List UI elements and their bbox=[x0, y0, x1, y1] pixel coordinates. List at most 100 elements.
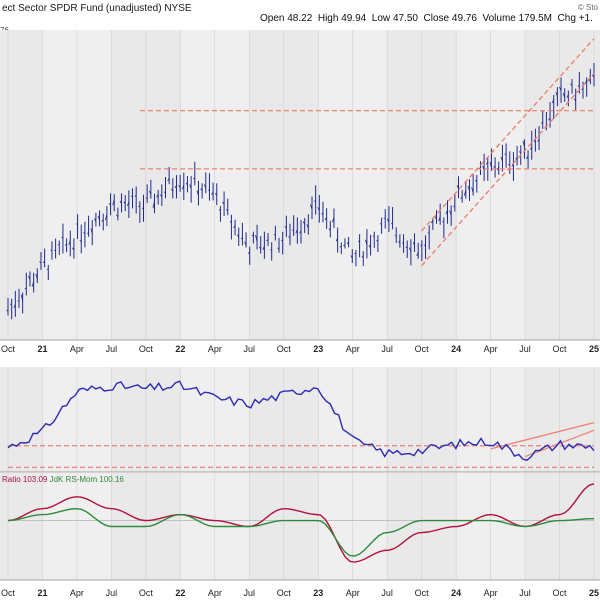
price-tick bbox=[35, 273, 38, 280]
price-tick bbox=[533, 140, 536, 143]
price-tick bbox=[555, 91, 558, 97]
price-tick bbox=[581, 88, 584, 90]
channel-line bbox=[421, 38, 595, 232]
price-tick bbox=[387, 218, 390, 223]
open-value: 48.22 bbox=[287, 13, 313, 24]
price-tick bbox=[20, 294, 24, 301]
price-tick bbox=[328, 228, 331, 231]
x-tick-label: 25 bbox=[589, 588, 599, 598]
price-tick bbox=[420, 244, 423, 247]
price-tick bbox=[79, 239, 82, 243]
price-tick bbox=[112, 199, 115, 206]
price-tick bbox=[445, 209, 448, 215]
price-tick bbox=[170, 188, 174, 192]
fund-name: ect Sector SPDR Fund (unadjusted) bbox=[2, 3, 162, 14]
x-tick-label: Jul bbox=[106, 344, 118, 354]
price-tick bbox=[332, 216, 335, 223]
x-tick-label: Jul bbox=[244, 344, 256, 354]
price-tick bbox=[200, 188, 203, 192]
price-tick bbox=[592, 74, 595, 78]
rs-channel-line bbox=[524, 429, 595, 458]
exchange-label: NYSE bbox=[164, 3, 192, 14]
x-tick-label: Apr bbox=[484, 588, 498, 598]
price-tick bbox=[471, 187, 474, 194]
price-tick bbox=[83, 231, 86, 234]
high-value: 49.94 bbox=[341, 13, 367, 24]
chg-label: Chg bbox=[557, 13, 576, 24]
price-tick bbox=[233, 225, 236, 228]
price-tick bbox=[361, 255, 364, 258]
price-tick bbox=[482, 165, 485, 171]
x-tick-label: Oct bbox=[277, 344, 292, 354]
price-tick bbox=[522, 140, 525, 147]
rrg-legend: Ratio 103.09 JdK RS-Mom 100.16 bbox=[2, 475, 124, 484]
x-tick-label: 21 bbox=[37, 344, 47, 354]
price-tick bbox=[178, 184, 181, 189]
price-tick bbox=[529, 147, 533, 150]
price-tick bbox=[416, 251, 419, 257]
price-tick bbox=[467, 185, 470, 191]
price-tick bbox=[317, 207, 320, 211]
price-tick bbox=[116, 214, 119, 218]
momentum-line-series bbox=[7, 507, 594, 557]
price-tick bbox=[181, 185, 185, 190]
price-tick bbox=[101, 219, 104, 222]
price-tick bbox=[284, 226, 287, 229]
price-tick bbox=[251, 234, 254, 237]
x-tick-label: 23 bbox=[313, 344, 323, 354]
price-tick bbox=[548, 117, 551, 121]
price-tick bbox=[277, 247, 280, 250]
x-tick-label: Jul bbox=[381, 344, 393, 354]
price-tick bbox=[152, 201, 155, 209]
price-tick bbox=[68, 239, 71, 246]
price-tick bbox=[489, 161, 492, 168]
price-tick bbox=[496, 166, 500, 170]
price-tick bbox=[145, 197, 148, 199]
price-tick bbox=[339, 245, 342, 248]
price-tick bbox=[196, 190, 199, 196]
price-tick bbox=[258, 246, 262, 250]
x-tick-label: Oct bbox=[415, 344, 430, 354]
price-tick bbox=[156, 193, 159, 198]
price-tick bbox=[584, 80, 588, 84]
x-tick-label: Oct bbox=[277, 588, 292, 598]
price-tick bbox=[408, 247, 412, 252]
low-label: Low bbox=[371, 13, 391, 24]
volume-value: 179.5M bbox=[518, 13, 552, 24]
price-tick bbox=[148, 190, 152, 195]
price-tick bbox=[475, 179, 478, 182]
price-tick bbox=[174, 185, 177, 189]
price-tick bbox=[365, 239, 368, 245]
price-tick bbox=[247, 251, 251, 255]
price-tick bbox=[31, 281, 35, 287]
low-value: 47.50 bbox=[392, 13, 418, 24]
price-tick bbox=[573, 98, 577, 102]
price-tick bbox=[515, 157, 518, 161]
x-tick-label: Apr bbox=[208, 588, 222, 598]
price-tick bbox=[314, 200, 316, 202]
x-tick-label: Apr bbox=[208, 344, 222, 354]
price-tick bbox=[324, 217, 327, 221]
price-tick bbox=[449, 210, 452, 216]
x-tick-label: Oct bbox=[139, 344, 154, 354]
price-tick bbox=[299, 230, 302, 234]
price-tick bbox=[493, 165, 496, 169]
price-tick bbox=[97, 215, 100, 221]
price-tick bbox=[17, 300, 20, 302]
price-tick bbox=[57, 243, 60, 246]
price-tick bbox=[302, 221, 306, 225]
x-tick-label: Oct bbox=[139, 588, 154, 598]
price-tick bbox=[453, 205, 456, 208]
price-tick bbox=[335, 237, 338, 242]
price-tick bbox=[9, 303, 12, 306]
price-tick bbox=[412, 242, 415, 246]
x-tick-label: Apr bbox=[346, 588, 360, 598]
price-tick bbox=[288, 236, 291, 239]
rs-line-series bbox=[7, 380, 595, 461]
rs-channel-line bbox=[490, 421, 595, 450]
momentum-legend: JdK RS-Mom 100.16 bbox=[49, 475, 124, 484]
x-tick-label: Jul bbox=[106, 588, 118, 598]
price-tick bbox=[163, 191, 166, 193]
chg-value: +1. bbox=[578, 13, 593, 24]
